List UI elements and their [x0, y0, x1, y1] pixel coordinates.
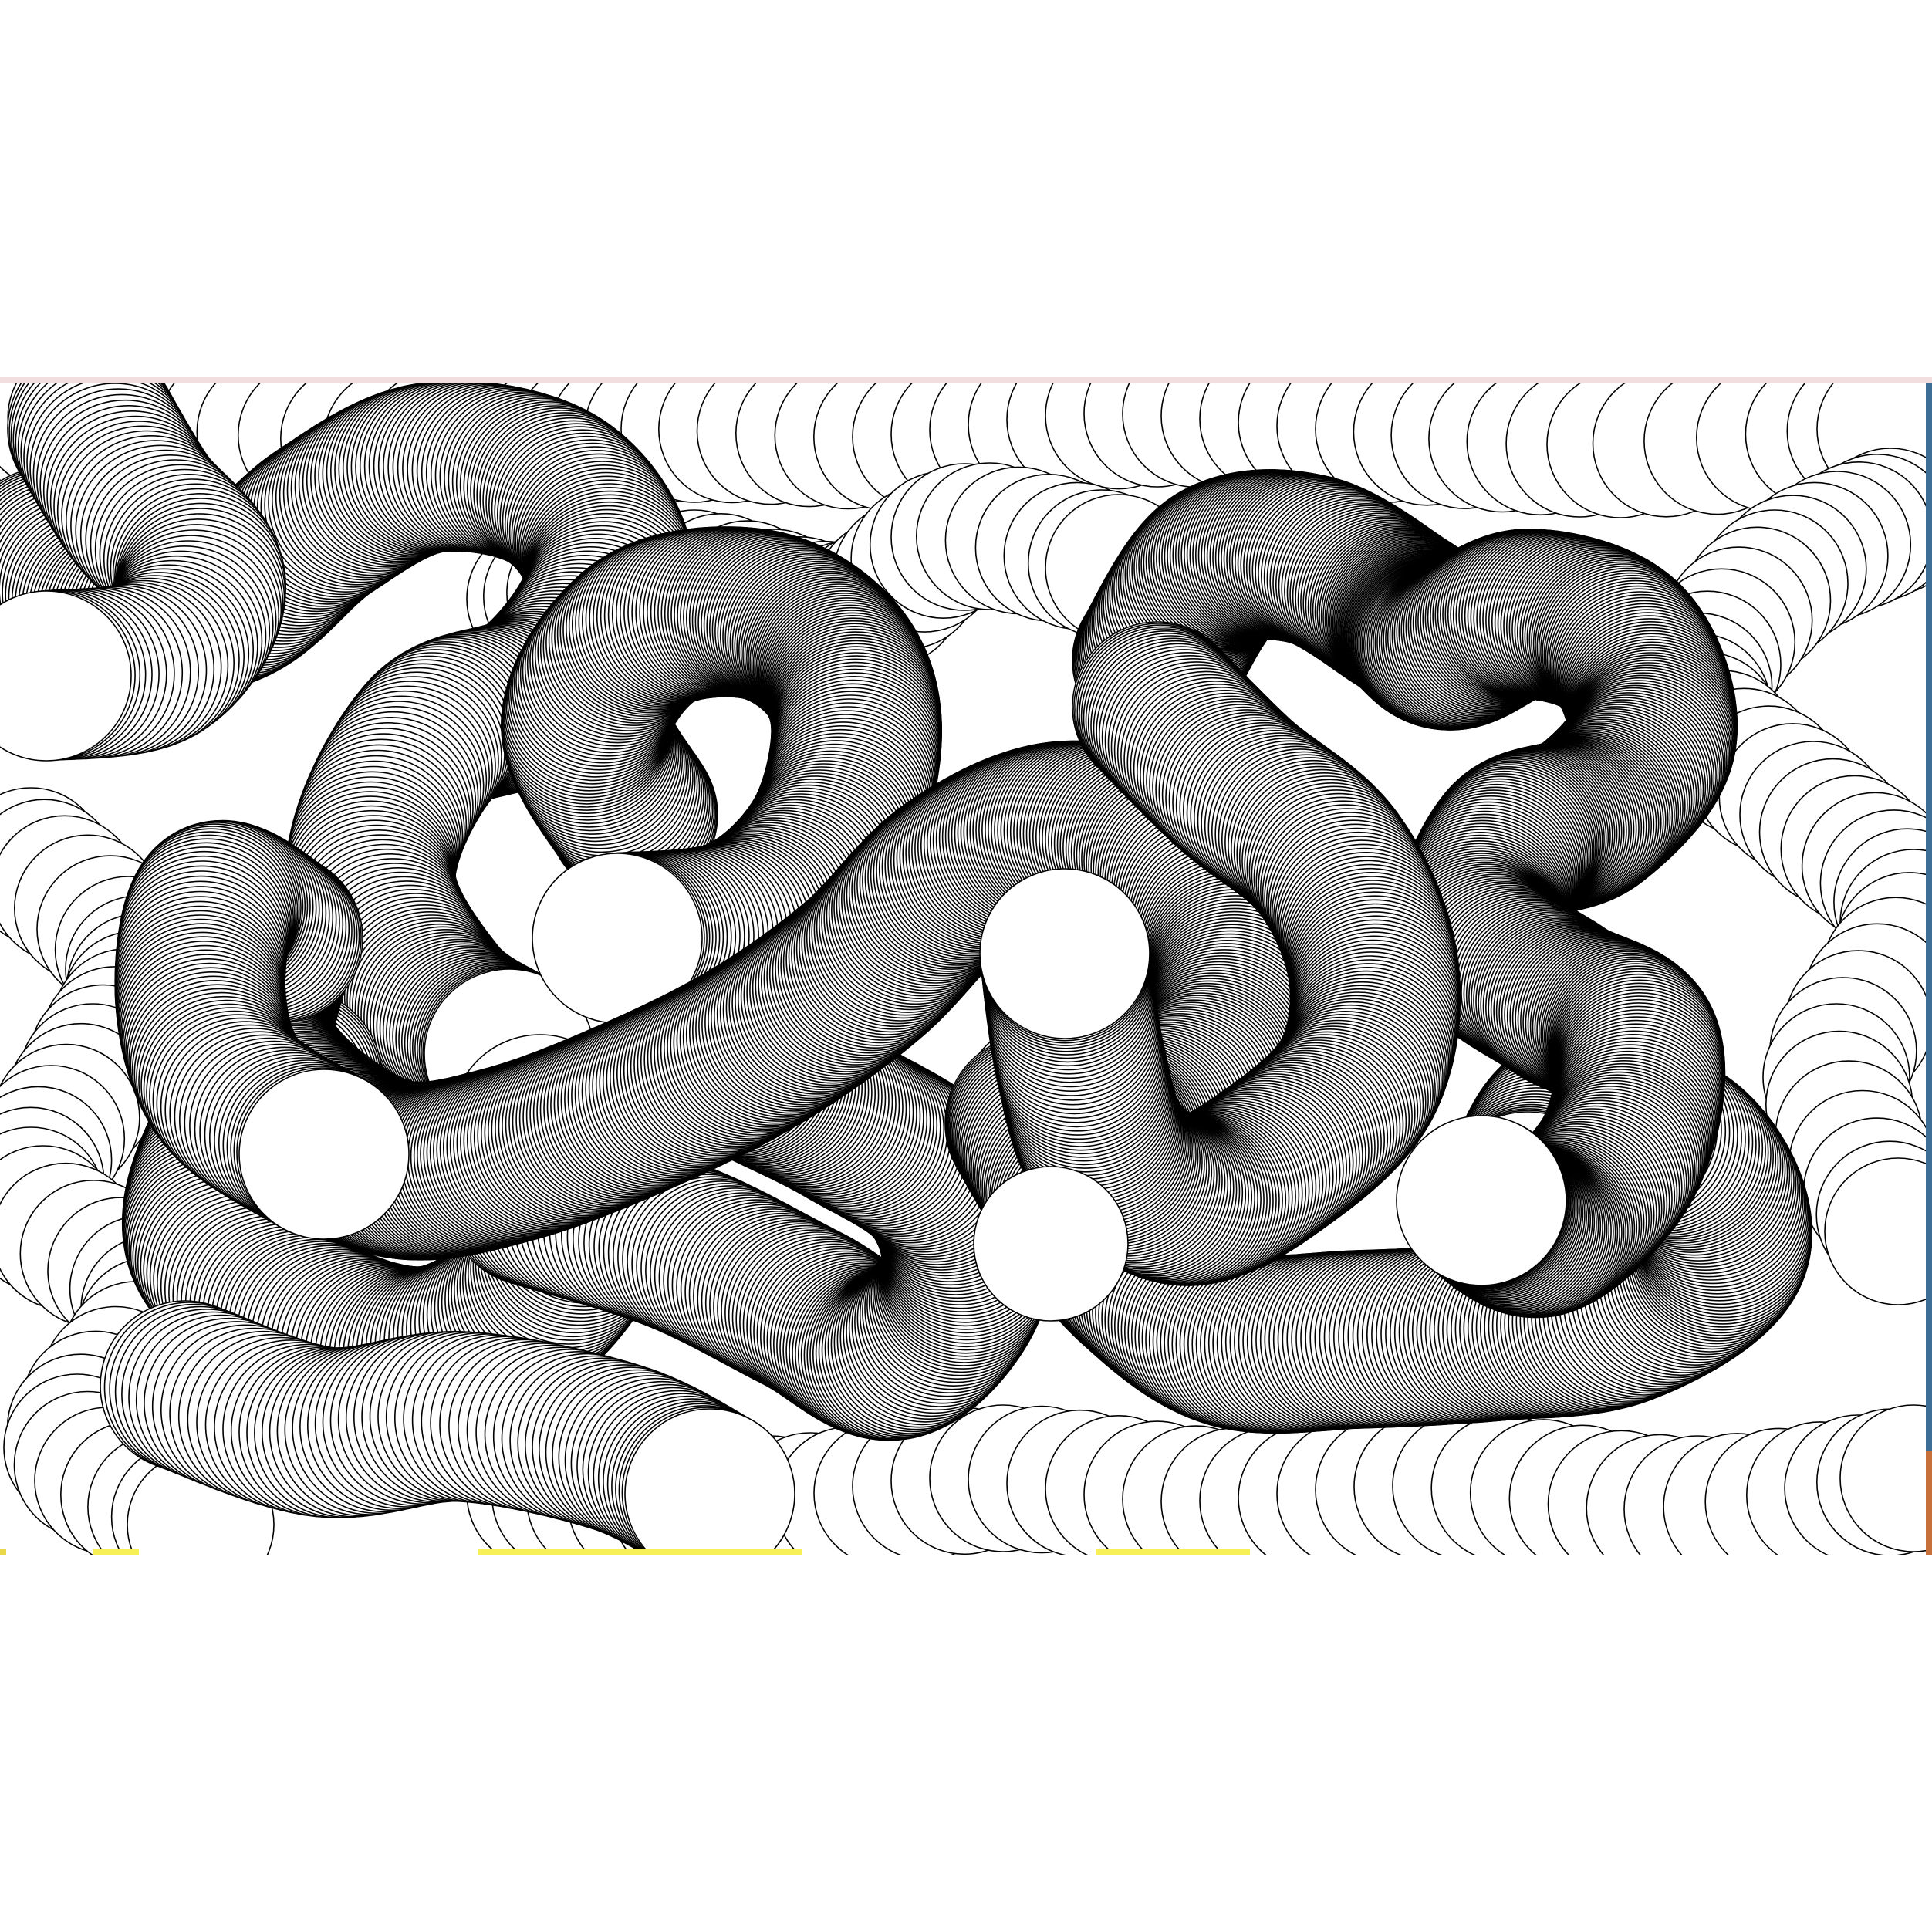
tube-circle	[0, 590, 132, 762]
fg-tube-5	[501, 526, 942, 1024]
fg-tube-8	[1072, 469, 1738, 1319]
desktop-edge-bottom-left	[0, 1549, 6, 1555]
tube-circle	[979, 868, 1150, 1039]
fg-tube-11	[100, 1300, 795, 1555]
tube-circle	[1824, 1157, 1926, 1305]
window-top-strip	[0, 377, 1932, 383]
fg-tube-10	[114, 819, 410, 1240]
tube-circle	[1839, 1404, 1926, 1552]
desktop-peek-yellow-2	[478, 1549, 802, 1555]
circle-tubes-artwork	[0, 383, 1926, 1555]
desktop-edge-right-accent	[1926, 1451, 1932, 1555]
fg-tube-2	[0, 383, 287, 762]
tube-circle	[1396, 1115, 1567, 1286]
tube-circle	[238, 1069, 410, 1240]
desktop-edge-right	[1926, 383, 1932, 1555]
generative-art-canvas	[0, 383, 1926, 1555]
desktop-peek-yellow-1	[93, 1549, 139, 1555]
tube-end-cap	[973, 1166, 1129, 1322]
desktop-peek-yellow-3	[1096, 1549, 1250, 1555]
tube-circle	[624, 1408, 795, 1555]
